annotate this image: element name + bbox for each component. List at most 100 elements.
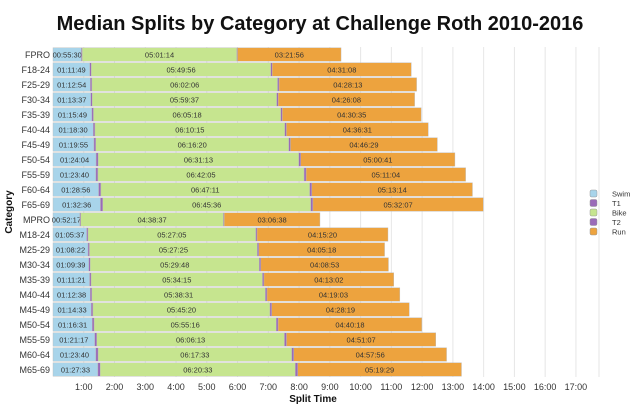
data-label-run: 05:00:41 — [363, 156, 392, 165]
data-label-swim: 01:13:37 — [57, 96, 86, 105]
bar-t1 — [94, 332, 97, 347]
y-axis-label: Category — [4, 190, 15, 234]
data-label-run: 05:11:04 — [372, 171, 401, 180]
data-label-run: 04:05:18 — [307, 246, 336, 255]
data-label-bike: 04:38:37 — [137, 216, 166, 225]
x-tick-label: 5:00 — [198, 382, 216, 392]
data-label-run: 04:51:07 — [347, 336, 376, 345]
bar-t1 — [88, 257, 91, 272]
bar-run — [297, 362, 462, 377]
x-tick-label: 2:00 — [106, 382, 124, 392]
category-label: F18-24 — [21, 65, 50, 75]
data-label-swim: 01:14:33 — [58, 306, 87, 315]
bar-t2 — [265, 287, 268, 302]
data-label-bike: 05:27:05 — [157, 231, 186, 240]
bar-run — [282, 107, 422, 122]
data-label-bike: 05:59:37 — [170, 96, 199, 105]
data-label-swim: 01:23:40 — [60, 351, 89, 360]
category-label: M40-44 — [19, 290, 50, 300]
x-tick-labels: 1:00 2:00 3:00 4:00 5:00 6:00 7:00 8:00 9:00 10:0… — [75, 382, 587, 392]
bar-t2 — [309, 182, 313, 197]
data-label-run: 05:32:07 — [383, 201, 412, 210]
bar-run — [305, 167, 466, 182]
legend-label: Bike — [612, 209, 627, 218]
category-label: F50-54 — [21, 155, 50, 165]
data-label-run: 05:19:29 — [365, 366, 394, 375]
category-label: M50-54 — [19, 320, 50, 330]
x-tick-label: 17:00 — [565, 382, 588, 392]
bar-run — [277, 92, 415, 107]
legend-label: Run — [612, 228, 626, 237]
chart-title: Median Splits by Category at Challenge R… — [57, 13, 584, 35]
category-label: M55-59 — [19, 335, 50, 345]
bar-t1 — [98, 182, 102, 197]
data-label-run: 04:30:35 — [337, 111, 366, 120]
data-label-bike: 06:05:18 — [173, 111, 202, 120]
bar-t1 — [93, 122, 96, 137]
bar-t2 — [284, 332, 287, 347]
bar-run — [290, 137, 438, 152]
x-tick-label: 4:00 — [167, 382, 185, 392]
bar-t2 — [270, 62, 273, 77]
data-label-bike: 05:49:56 — [166, 66, 195, 75]
legend-swatch-swim — [589, 189, 598, 198]
bar-t2 — [277, 77, 280, 92]
bar-t2 — [269, 302, 272, 317]
legend-label: T1 — [612, 199, 621, 208]
bar-run — [266, 287, 401, 302]
bar-run — [311, 182, 473, 197]
bar-run — [278, 77, 417, 92]
bar-run — [312, 197, 484, 212]
bar-t2 — [310, 197, 314, 212]
category-labels: FPRO F18-24 F25-29 F30-34 F35-39 F40-44 F45-49… — [19, 50, 50, 375]
category-label: F40-44 — [21, 125, 50, 135]
data-label-bike: 06:17:33 — [180, 351, 209, 360]
x-tick-label: 6:00 — [229, 382, 247, 392]
bar-run — [286, 122, 429, 137]
bar-t1 — [97, 362, 101, 377]
data-label-bike: 05:34:15 — [162, 276, 191, 285]
data-label-bike: 06:42:05 — [186, 171, 215, 180]
data-label-run: 04:28:19 — [326, 306, 355, 315]
category-label: M18-24 — [19, 230, 50, 240]
legend-swatch-t2 — [589, 218, 598, 226]
x-tick-label: 15:00 — [503, 382, 526, 392]
data-label-swim: 01:19:55 — [59, 141, 88, 150]
bar-t2 — [291, 347, 295, 362]
data-label-bike: 05:38:31 — [164, 291, 193, 300]
x-tick-label: 16:00 — [534, 382, 557, 392]
bar-run — [272, 62, 412, 77]
x-tick-label: 11:00 — [380, 382, 402, 392]
bar-t1 — [91, 302, 94, 317]
bar-t2 — [295, 362, 298, 377]
data-label-run: 04:26:08 — [332, 96, 361, 105]
data-label-bike: 06:31:13 — [184, 156, 213, 165]
data-label-bike: 05:45:20 — [167, 306, 196, 315]
data-label-run: 03:06:38 — [258, 216, 287, 225]
data-label-swim: 01:12:38 — [57, 291, 86, 300]
category-label: MPRO — [23, 215, 50, 225]
bar-t1 — [86, 227, 89, 242]
category-label: M65-69 — [19, 365, 50, 375]
legend-swatch-run — [589, 227, 598, 236]
category-label: F55-59 — [21, 170, 50, 180]
bar-t1 — [90, 287, 93, 302]
bar-t1 — [87, 242, 90, 257]
bar-t2 — [276, 92, 279, 107]
data-label-run: 04:13:02 — [314, 276, 343, 285]
x-tick-label: 14:00 — [472, 382, 495, 392]
legend-swatch-bike — [589, 208, 598, 217]
x-tick-label: 12:00 — [411, 382, 434, 392]
x-tick-label: 8:00 — [290, 382, 308, 392]
data-label-swim: 01:12:54 — [57, 81, 86, 90]
data-label-swim: 01:08:22 — [56, 246, 85, 255]
x-axis-label: Split Time — [289, 394, 337, 405]
data-label-run: 04:19:03 — [319, 291, 348, 300]
data-label-bike: 05:27:25 — [159, 246, 188, 255]
data-label-bike: 05:55:16 — [171, 321, 200, 330]
bar-t1 — [93, 137, 96, 152]
bar-run — [300, 152, 456, 167]
category-label: M45-49 — [19, 305, 50, 315]
data-label-bike: 06:45:36 — [192, 201, 221, 210]
